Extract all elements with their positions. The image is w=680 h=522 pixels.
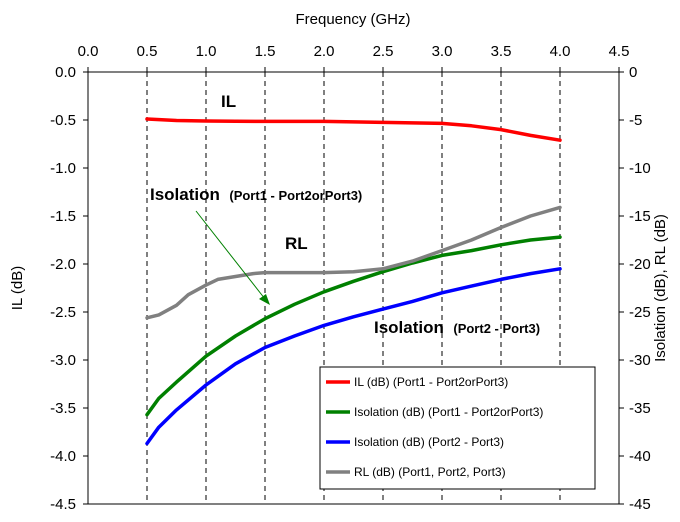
legend-label: Isolation (dB) (Port2 - Port3) bbox=[354, 435, 504, 449]
x-tick-label: 0.0 bbox=[78, 43, 99, 60]
y-left-tick-label: -3.0 bbox=[50, 352, 76, 369]
x-tick-label: 1.5 bbox=[255, 43, 276, 60]
x-tick-label: 2.0 bbox=[314, 43, 335, 60]
y-right-tick-label: -30 bbox=[629, 352, 651, 369]
axis-ticks: 0.0 0.5 1.0 1.5 2.0 2.5 3.0 3.5 4.0 4.5 0.0 -0.5 -1.… bbox=[50, 43, 651, 513]
annotation-isolation-port2-sub: (Port2 - Port3) bbox=[453, 321, 540, 336]
annotation-arrow bbox=[195, 210, 266, 300]
y-left-tick-label: -1.5 bbox=[50, 208, 76, 225]
series-line-rl-db-port1-port2-port3 bbox=[145, 205, 562, 320]
y-left-tick-label: -4.5 bbox=[50, 496, 76, 513]
y-right-tick-label: -40 bbox=[629, 448, 651, 465]
y-right-tick-label: -10 bbox=[629, 160, 651, 177]
x-tick-label: 0.5 bbox=[137, 43, 158, 60]
annotation-isolation-port1-sub: (Port1 - Port2orPort3) bbox=[229, 188, 362, 203]
y-right-tick-label: 0 bbox=[629, 64, 637, 81]
legend-label: IL (dB) (Port1 - Port2orPort3) bbox=[354, 375, 508, 389]
annotation-isolation-port2: Isolation (Port2 - Port3) bbox=[374, 318, 540, 337]
y-right-tick-label: -35 bbox=[629, 400, 651, 417]
y-left-tick-label: -2.0 bbox=[50, 256, 76, 273]
x-tick-label: 3.5 bbox=[491, 43, 512, 60]
annotation-isolation-port1-main: Isolation bbox=[150, 185, 220, 204]
y-left-tick-label: -0.5 bbox=[50, 112, 76, 129]
annotation-rl: RL bbox=[285, 234, 308, 253]
x-tick-label: 1.0 bbox=[196, 43, 217, 60]
y-right-tick-label: -5 bbox=[629, 112, 642, 129]
y-left-tick-label: -2.5 bbox=[50, 304, 76, 321]
y-right-tick-label: -25 bbox=[629, 304, 651, 321]
x-tick-label: 3.0 bbox=[432, 43, 453, 60]
series-group bbox=[145, 117, 562, 446]
annotation-isolation-port1: Isolation (Port1 - Port2orPort3) bbox=[150, 185, 362, 204]
y-right-tick-label: -15 bbox=[629, 208, 651, 225]
x-tick-label: 4.5 bbox=[609, 43, 630, 60]
annotations: IL RL Isolation (Port1 - Port2orPort3) I… bbox=[150, 92, 540, 337]
y-left-tick-label: -1.0 bbox=[50, 160, 76, 177]
series-line-isolation-db-port2-port3 bbox=[145, 267, 562, 446]
legend-box bbox=[319, 366, 596, 490]
x-axis-title: Frequency (GHz) bbox=[295, 11, 410, 28]
grid bbox=[146, 72, 561, 504]
x-tick-label: 2.5 bbox=[373, 43, 394, 60]
annotation-arrow-head bbox=[259, 294, 270, 305]
legend-label: RL (dB) (Port1, Port2, Port3) bbox=[354, 465, 506, 479]
y-right-tick-label: -20 bbox=[629, 256, 651, 273]
annotation-isolation-port2-main: Isolation bbox=[374, 318, 444, 337]
legend-label: Isolation (dB) (Port1 - Port2orPort3) bbox=[354, 405, 543, 419]
y-axis-right-title: Isolation (dB), RL (dB) bbox=[652, 214, 669, 362]
y-left-tick-label: 0.0 bbox=[55, 64, 76, 81]
annotation-il: IL bbox=[221, 92, 236, 111]
y-left-tick-label: -4.0 bbox=[50, 448, 76, 465]
plot-frame bbox=[87, 71, 620, 505]
y-left-tick-label: -3.5 bbox=[50, 400, 76, 417]
x-tick-label: 4.0 bbox=[550, 43, 571, 60]
series-line-il-db-port1-port2orport3 bbox=[145, 117, 562, 142]
y-axis-left-title: IL (dB) bbox=[9, 266, 26, 310]
y-right-tick-label: -45 bbox=[629, 496, 651, 513]
series-line-isolation-db-port1-port2orport3 bbox=[145, 235, 562, 417]
legend: IL (dB) (Port1 - Port2orPort3) Isolation … bbox=[319, 366, 596, 490]
